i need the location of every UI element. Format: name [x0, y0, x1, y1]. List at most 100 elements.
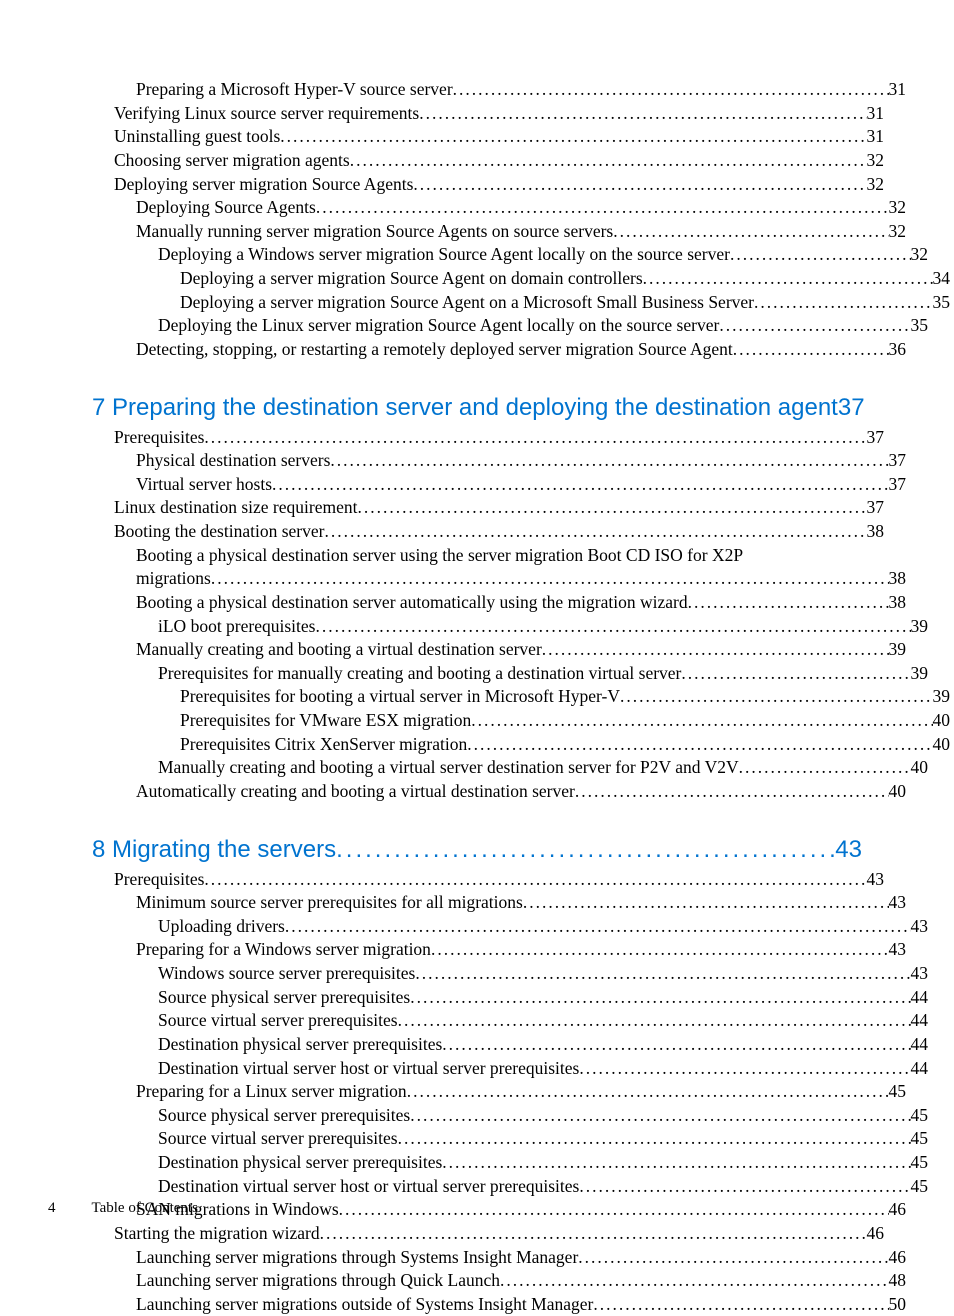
- toc-leader-dots: [442, 1033, 910, 1057]
- toc-leader-dots: [613, 220, 888, 244]
- toc-entry-page: 40: [933, 709, 951, 733]
- page-number: 4: [48, 1200, 88, 1217]
- toc-leader-dots: [419, 102, 866, 126]
- toc-entry[interactable]: Destination physical server prerequisite…: [158, 1033, 928, 1057]
- toc-entry-text: Prerequisites for booting a virtual serv…: [180, 685, 620, 709]
- toc-entry-page: 31: [867, 125, 885, 149]
- toc-leader-dots: [542, 638, 889, 662]
- toc-entry-page: 44: [911, 1033, 929, 1057]
- toc-entry[interactable]: Launching server migrations through Quic…: [136, 1269, 906, 1293]
- toc-entry[interactable]: Source virtual server prerequisites45: [158, 1127, 928, 1151]
- toc-leader-dots: [324, 520, 866, 544]
- toc-entry-page: 45: [911, 1104, 929, 1128]
- toc-entry-text: Manually creating and booting a virtual …: [136, 638, 542, 662]
- toc-entry-text: Deploying Source Agents: [136, 196, 316, 220]
- toc-entry-text: Virtual server hosts: [136, 473, 272, 497]
- toc-leader-dots: [350, 149, 867, 173]
- toc-entry-page: 43: [889, 938, 907, 962]
- toc-entry[interactable]: Uninstalling guest tools 31: [114, 125, 884, 149]
- toc-entry[interactable]: iLO boot prerequisites39: [158, 615, 928, 639]
- toc-entry[interactable]: Destination physical server prerequisite…: [158, 1151, 928, 1175]
- toc-entry[interactable]: Prerequisites37: [114, 426, 884, 450]
- toc-entry[interactable]: Prerequisites for VMware ESX migration40: [180, 709, 950, 733]
- toc-leader-dots: [204, 426, 866, 450]
- toc-entry-page: 31: [867, 102, 885, 126]
- toc-entry-text: Preparing for a Windows server migration: [136, 938, 431, 962]
- toc-entry[interactable]: Deploying a Windows server migration Sou…: [158, 243, 928, 267]
- toc-entry[interactable]: Destination virtual server host or virtu…: [158, 1175, 928, 1199]
- toc-entry-text: Windows source server prerequisites: [158, 962, 415, 986]
- toc-leader-dots: [415, 962, 910, 986]
- toc-entry[interactable]: Preparing for a Windows server migration…: [136, 938, 906, 962]
- toc-leader-dots: [620, 685, 933, 709]
- toc-leader-dots: [339, 1198, 889, 1222]
- toc-entry[interactable]: Manually running server migration Source…: [136, 220, 906, 244]
- toc-leader-dots: [315, 615, 910, 639]
- toc-entry[interactable]: Preparing for a Linux server migration45: [136, 1080, 906, 1104]
- toc-entry[interactable]: Physical destination servers37: [136, 449, 906, 473]
- toc-entry-page: 46: [889, 1198, 907, 1222]
- toc-entry-text: Destination physical server prerequisite…: [158, 1033, 442, 1057]
- toc-entry-text: Linux destination size requirement: [114, 496, 357, 520]
- page: Preparing a Microsoft Hyper-V source ser…: [0, 0, 954, 1271]
- toc-entry-text: Uninstalling guest tools: [114, 125, 280, 149]
- toc-entry-page: 45: [889, 1080, 907, 1104]
- toc-leader-dots: [280, 125, 866, 149]
- toc-entry[interactable]: Uploading drivers43: [158, 915, 928, 939]
- toc-entry[interactable]: Prerequisites43: [114, 868, 884, 892]
- toc-leader-dots: [410, 986, 910, 1010]
- toc-entry[interactable]: Manually creating and booting a virtual …: [158, 756, 928, 780]
- toc-entry-page: 45: [911, 1127, 929, 1151]
- toc-entry[interactable]: Deploying a server migration Source Agen…: [180, 291, 950, 315]
- toc-entry[interactable]: Detecting, stopping, or restarting a rem…: [136, 338, 906, 362]
- toc-entry-page: 39: [911, 615, 929, 639]
- toc-entry[interactable]: Virtual server hosts37: [136, 473, 906, 497]
- toc-entry[interactable]: Windows source server prerequisites43: [158, 962, 928, 986]
- toc-entry[interactable]: Manually creating and booting a virtual …: [136, 638, 906, 662]
- chapter-page: 37: [838, 394, 865, 422]
- toc-entry-page: 37: [889, 449, 907, 473]
- toc-leader-dots: [320, 1222, 867, 1246]
- toc-entry[interactable]: Starting the migration wizard46: [114, 1222, 884, 1246]
- toc-entry[interactable]: Prerequisites for manually creating and …: [158, 662, 928, 686]
- toc-entry[interactable]: Preparing a Microsoft Hyper-V source ser…: [136, 78, 906, 102]
- toc-leader-dots: [398, 1127, 911, 1151]
- toc-entry-page: 38: [867, 520, 885, 544]
- toc-entry[interactable]: Automatically creating and booting a vir…: [136, 780, 906, 804]
- toc-entry[interactable]: Prerequisites for booting a virtual serv…: [180, 685, 950, 709]
- toc-entry[interactable]: Source physical server prerequisites45: [158, 1104, 928, 1128]
- toc-entry-page: 43: [911, 915, 929, 939]
- toc-entry[interactable]: Source virtual server prerequisites44: [158, 1009, 928, 1033]
- toc-entry[interactable]: Deploying the Linux server migration Sou…: [158, 314, 928, 338]
- toc-entry-page: 32: [867, 149, 885, 173]
- toc-entry[interactable]: Deploying Source Agents32: [136, 196, 906, 220]
- toc-entry[interactable]: Minimum source server prerequisites for …: [136, 891, 906, 915]
- toc-entry-text: Deploying a server migration Source Agen…: [180, 267, 643, 291]
- toc-entry[interactable]: Destination virtual server host or virtu…: [158, 1057, 928, 1081]
- toc-entry-page: 32: [911, 243, 929, 267]
- toc-entry[interactable]: Launching server migrations through Syst…: [136, 1246, 906, 1270]
- chapter-heading[interactable]: 7 Preparing the destination server and d…: [92, 394, 862, 422]
- toc-entry[interactable]: SAN migrations in Windows46: [136, 1198, 906, 1222]
- toc-leader-dots: [336, 836, 835, 864]
- chapter-heading[interactable]: 8 Migrating the servers43: [92, 836, 862, 864]
- toc-entry[interactable]: Booting the destination server38: [114, 520, 884, 544]
- toc-entry[interactable]: Verifying Linux source server requiremen…: [114, 102, 884, 126]
- toc-entry-text: Booting a physical destination server us…: [136, 545, 743, 565]
- toc-entry[interactable]: Launching server migrations outside of S…: [136, 1293, 906, 1316]
- toc-entry-page: 38: [889, 591, 907, 615]
- toc-entry-text: Prerequisites: [114, 868, 204, 892]
- toc-entry[interactable]: Deploying server migration Source Agents…: [114, 173, 884, 197]
- toc-leader-dots: [431, 938, 889, 962]
- toc-entry[interactable]: Booting a physical destination server us…: [136, 544, 862, 568]
- toc-leader-dots: [578, 1246, 888, 1270]
- toc-entry-page: 31: [889, 78, 907, 102]
- toc-entry[interactable]: Linux destination size requirement37: [114, 496, 884, 520]
- toc-entry-continuation[interactable]: migrations38: [136, 567, 906, 591]
- toc-entry[interactable]: Prerequisites Citrix XenServer migration…: [180, 733, 950, 757]
- toc-entry[interactable]: Choosing server migration agents32: [114, 149, 884, 173]
- toc-entry-page: 36: [889, 338, 907, 362]
- toc-entry[interactable]: Source physical server prerequisites44: [158, 986, 928, 1010]
- toc-entry[interactable]: Deploying a server migration Source Agen…: [180, 267, 950, 291]
- toc-entry[interactable]: Booting a physical destination server au…: [136, 591, 906, 615]
